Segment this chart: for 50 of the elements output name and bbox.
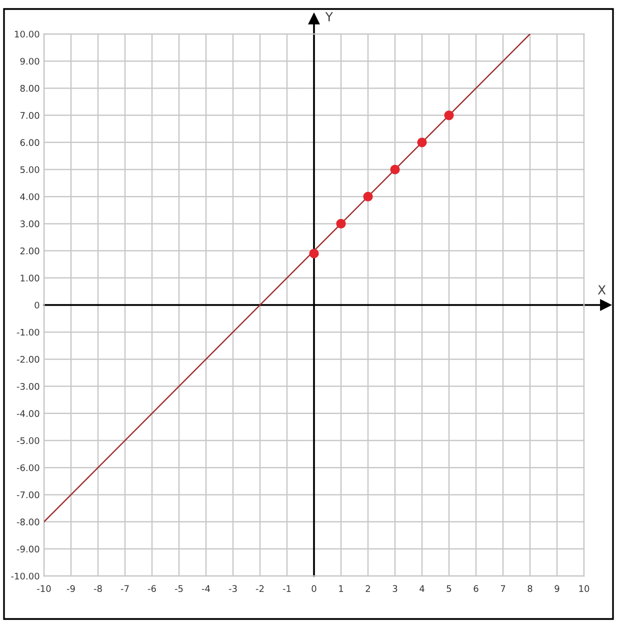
y-tick-label: 9.00 bbox=[20, 58, 40, 65]
y-tick-label: 1.00 bbox=[20, 274, 40, 282]
y-tick-label: -7.00 bbox=[16, 491, 40, 498]
x-tick-label: -10 bbox=[37, 585, 51, 592]
x-tick-label: -6 bbox=[148, 585, 156, 592]
y-tick-label: 5.00 bbox=[20, 166, 40, 174]
point bbox=[363, 192, 373, 202]
y-tick-label: 3.00 bbox=[20, 220, 40, 228]
x-tick-label: 2 bbox=[366, 585, 370, 592]
y-tick-label: -2.00 bbox=[16, 356, 40, 363]
x-tick-label: -3 bbox=[228, 585, 237, 592]
y-tick-label: 0 bbox=[34, 302, 40, 309]
y-tick-label: -10.00 bbox=[11, 572, 40, 580]
x-tick-label: -2 bbox=[256, 585, 264, 592]
x-tick-label: -9 bbox=[66, 585, 75, 592]
x-tick-label: 6 bbox=[474, 585, 478, 592]
point bbox=[309, 248, 319, 258]
point bbox=[417, 138, 427, 148]
y-tick-label: -3.00 bbox=[16, 383, 40, 390]
y-tick-label: 6.00 bbox=[20, 139, 40, 146]
x-tick-label: -8 bbox=[94, 585, 102, 592]
x-tick-label: 3 bbox=[392, 585, 398, 592]
y-tick-label: 4.00 bbox=[20, 193, 40, 200]
x-tick-label: -1 bbox=[282, 585, 291, 592]
y-tick-label: -6.00 bbox=[16, 464, 40, 472]
x-tick-label: 5 bbox=[446, 585, 452, 592]
y-tick-label: -9.00 bbox=[16, 546, 40, 552]
x-tick-label: 8 bbox=[528, 585, 532, 592]
x-tick-label: -5 bbox=[174, 585, 183, 592]
point bbox=[444, 110, 454, 120]
x-tick-label: 10 bbox=[579, 585, 590, 592]
x-tick-label: 7 bbox=[500, 585, 506, 592]
y-tick-label: -1.00 bbox=[16, 328, 40, 336]
x-tick-label: -7 bbox=[120, 585, 129, 592]
y-tick-label: 8.00 bbox=[20, 84, 40, 92]
point bbox=[390, 164, 400, 174]
x-axis-title: X bbox=[598, 285, 606, 294]
x-tick-label: 9 bbox=[554, 585, 560, 592]
y-tick-label: -4.00 bbox=[16, 410, 40, 417]
y-axis-title: Y bbox=[325, 12, 333, 22]
x-tick-label: 4 bbox=[420, 585, 424, 592]
point bbox=[336, 218, 346, 229]
x-tick-label: -4 bbox=[202, 585, 210, 592]
y-tick-label: 2.00 bbox=[20, 248, 40, 254]
y-tick-label: 10.00 bbox=[14, 30, 40, 38]
y-tick-label: -8.00 bbox=[16, 518, 40, 526]
x-tick-label: 1 bbox=[339, 585, 344, 592]
y-tick-label: 7.00 bbox=[20, 112, 40, 119]
x-tick-label: 0 bbox=[312, 585, 316, 592]
y-tick-label: -5.00 bbox=[16, 437, 40, 444]
